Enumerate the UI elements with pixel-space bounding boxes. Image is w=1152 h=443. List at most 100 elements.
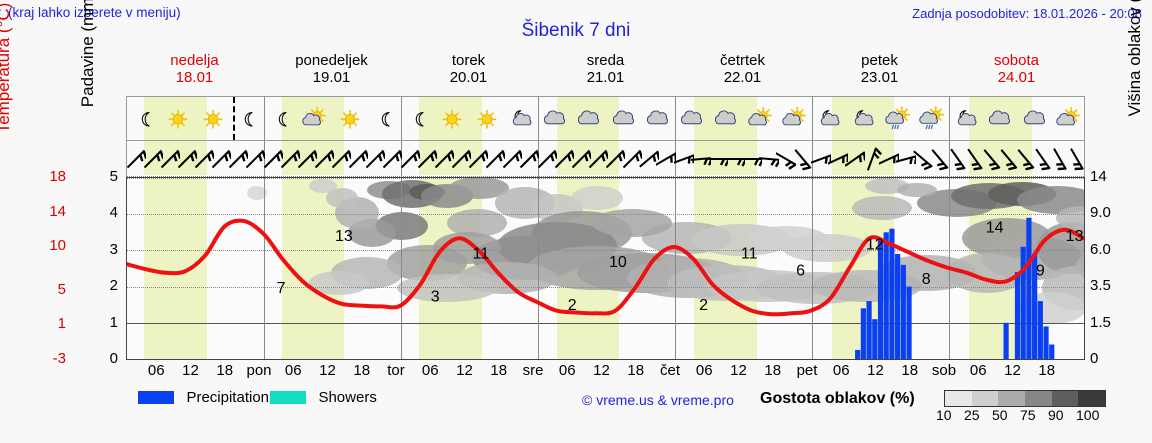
wind-barb [793,141,813,177]
svg-text:2: 2 [699,297,708,314]
day-separator [812,141,813,177]
wind-barb [263,141,283,177]
cloud-height-tick-3: 3.5 [1090,277,1111,295]
horizontal-gridline-3 [127,286,1084,288]
precipitation-bars [855,217,1055,359]
precipitation-swatch [138,391,174,405]
day-name: četrtek [719,52,765,69]
day-header-5: petek 23.01 [811,52,948,86]
sun-icon [162,97,194,142]
day-separator [401,141,402,177]
wind-barb [656,141,677,177]
wind-barb [1033,141,1053,177]
x-tick-8: 06 [421,362,439,379]
day-separator [949,97,950,140]
wind-barb [827,141,848,177]
moon-cloud-icon [847,97,879,142]
sun-cloud-icon [779,97,811,142]
x-tick-19: pet [796,362,818,379]
x-tick-0: 06 [147,362,165,379]
wind-barb [417,141,437,177]
wind-barb [400,141,420,177]
wind-barb [965,141,985,177]
x-tick-1: 12 [182,362,199,379]
wind-barb [639,141,660,177]
day-separator [675,97,676,140]
wind-barb [519,141,540,177]
cloud-height-tick-4: 1.5 [1090,313,1111,331]
x-tick-24: 06 [969,362,987,379]
wind-strip-baseline [127,176,1084,177]
cloud-density-color-ramp [944,390,1106,407]
x-tick-12: 06 [558,362,576,379]
temperature-tick-4: 1 [57,315,66,333]
day-date: 21.01 [586,69,625,86]
day-date: 23.01 [860,69,899,86]
temperature-curve [127,218,1084,317]
wind-barb [228,141,249,177]
day-gridline-4 [675,178,676,359]
svg-text:13: 13 [1066,228,1084,245]
x-tick-5: 12 [319,362,336,379]
horizontal-gridline-0 [127,178,1084,179]
copyright-text[interactable]: © vreme.us & vreme.pro [582,392,734,408]
svg-text:11: 11 [741,245,758,262]
cloud-ramp-label-0: 10 [936,407,952,423]
cloud-ramp-step-2 [998,391,1026,406]
day-header-3: sreda 21.01 [537,52,674,86]
day-name: torek [451,52,486,69]
x-tick-21: 12 [867,362,884,379]
cloud-ramp-label-5: 100 [1076,407,1100,423]
location-menu-note[interactable]: (kraj lahko izberete v meniju) [8,5,181,20]
wind-barb [1050,141,1070,177]
cloud-icon [642,97,674,142]
day-separator [949,141,950,177]
moon-icon [231,97,263,142]
cloud-ramp-step-5 [1078,391,1106,406]
day-date: 19.01 [312,69,351,86]
svg-text:14: 14 [986,219,1004,236]
showers-legend-label: Showers [318,389,377,407]
day-date: 24.01 [997,69,1036,86]
day-separator [264,97,265,140]
precipitation-1mm-line [127,322,1084,324]
precipitation-legend-label: Precipitation [186,389,269,407]
wind-barb [160,141,180,177]
x-tick-6: 18 [353,362,371,379]
wind-barb [982,141,1002,177]
sun-icon [471,97,503,142]
moon-icon [128,97,160,142]
wind-barb [314,141,334,177]
day-gridline-1 [264,178,265,359]
svg-text:13: 13 [335,228,353,245]
temperature-tick-3: 5 [57,280,66,298]
wind-barb [588,141,608,177]
sun-cloud-icon [299,97,331,142]
wind-barb [776,141,797,177]
moon-icon [368,97,400,142]
day-name: petek [861,52,898,69]
wind-barb [382,141,403,177]
wind-barb [485,141,506,177]
x-tick-22: 18 [901,362,919,379]
cloud-height-tick-5: 0 [1090,350,1099,367]
moon-cloud-icon [813,97,845,142]
cloud-ramp-label-1: 25 [964,407,980,423]
cloud-ramp-step-1 [971,391,999,406]
x-tick-18: 18 [764,362,782,379]
wind-barb [605,141,626,177]
cloud-icon [710,97,742,142]
cloud-icon [608,97,640,142]
cloud-ramp-step-3 [1025,391,1052,406]
x-tick-7: tor [387,362,405,379]
wind-barb [194,141,215,177]
x-tick-11: sre [522,362,544,379]
wind-barb [502,141,523,177]
wind-barb [1016,141,1036,177]
sun-icon [436,97,468,142]
day-separator [538,141,539,177]
wind-barb [365,141,386,177]
wind-barb [844,141,865,177]
temperature-tick-2: 10 [49,237,66,255]
day-header-1: ponedeljek 19.01 [263,52,400,86]
